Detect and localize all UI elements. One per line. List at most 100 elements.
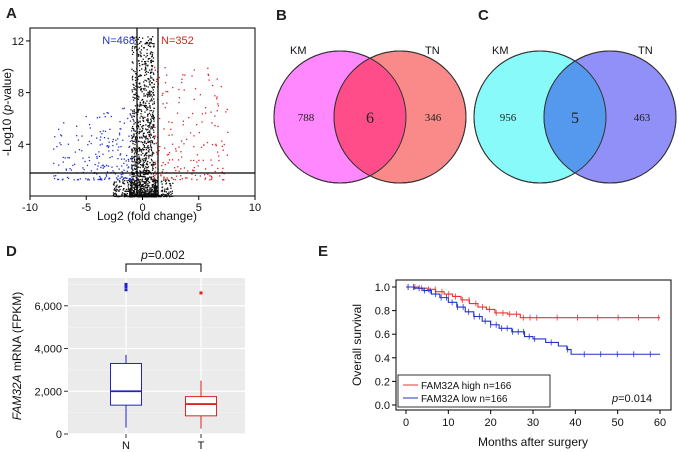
volcano-point-down [104,116,106,118]
volcano-point-ns [140,160,142,162]
volcano-point-ns [151,191,153,193]
volcano-point-ns [135,72,137,75]
volcano-point-up [167,178,169,181]
volcano-point-ns [131,182,134,184]
volcano-point-up [221,140,223,142]
volcano-point-ns [134,147,136,149]
volcano-point-ns [142,117,144,120]
volcano-ylabel: -Log10 (p-value) [0,68,14,156]
volcano-point-down [125,154,128,157]
volcano-point-ns [143,105,146,108]
venn-c-set1: KM [492,45,509,57]
volcano-point-down [112,170,114,172]
volcano-point-ns [137,125,139,127]
volcano-point-ns [151,65,154,67]
volcano-point-ns [150,194,153,196]
volcano-point-ns [128,195,131,198]
volcano-point-ns [138,175,140,178]
volcano-point-ns [139,175,142,177]
volcano-point-down [90,170,93,172]
volcano-point-ns [170,193,172,196]
volcano-point-ns [133,149,136,151]
volcano-point-ns [149,83,151,85]
volcano-point-ns [171,192,173,194]
volcano-point-ns [146,108,149,110]
volcano-point-up [217,167,219,170]
volcano-point-ns [150,64,153,67]
volcano-point-down [104,177,107,179]
volcano-point-up [199,94,202,96]
volcano-point-up [210,178,213,180]
volcano-point-ns [155,182,157,184]
volcano-point-ns [152,72,155,74]
volcano-point-ns [148,102,150,105]
volcano-point-up [196,179,198,181]
volcano-point-down [116,165,118,168]
volcano-point-ns [148,193,150,195]
volcano-point-up [154,126,156,129]
panel-a-label: A [6,5,17,22]
volcano-point-up [223,173,225,175]
volcano-point-up [158,117,161,120]
volcano-point-ns [166,192,169,195]
volcano-point-ns [144,43,146,45]
volcano-point-ns [135,170,137,173]
volcano-point-up [218,155,220,157]
volcano-point-down [130,109,132,111]
volcano-point-ns [126,192,128,195]
volcano-point-ns [144,194,147,196]
volcano-point-down [81,135,83,137]
volcano-point-down [99,131,101,133]
volcano-point-ns [140,141,142,143]
volcano-point-ns [150,158,153,161]
volcano-point-ns [160,193,163,196]
volcano-point-ns [154,185,157,187]
volcano-point-down [105,175,108,177]
volcano-point-ns [150,146,153,149]
volcano-point-ns [152,52,154,54]
volcano-point-ns [131,185,133,187]
volcano-point-down [65,169,67,171]
volcano-point-ns [143,60,146,63]
volcano-point-ns [169,185,172,187]
volcano-point-ns [145,158,147,160]
volcano-point-ns [153,86,155,88]
volcano-point-ns [146,162,148,164]
volcano-point-ns [148,126,150,128]
volcano-point-ns [149,38,151,40]
volcano-point-up [223,179,225,181]
volcano-point-up [174,178,177,181]
volcano-point-ns [151,163,153,166]
volcano-point-ns [137,109,140,112]
volcano-point-ns [143,146,146,148]
volcano-point-ns [134,167,136,170]
volcano-point-ns [139,170,142,173]
volcano-point-ns [140,171,143,173]
volcano-point-ns [151,60,153,62]
volcano-point-ns [133,147,135,149]
volcano-point-ns [151,155,153,157]
volcano-point-ns [144,170,147,172]
km-ytick-label: 0.6 [375,329,390,341]
volcano-point-ns [124,193,127,195]
volcano-point-ns [149,171,151,173]
volcano-point-ns [125,194,128,196]
volcano-point-up [211,143,214,146]
volcano-point-ns [134,93,136,96]
volcano-point-ns [166,188,168,190]
volcano-point-ns [150,149,153,152]
volcano-point-down [117,175,119,177]
volcano-point-ns [130,187,132,190]
box-outlier [124,282,128,286]
volcano-point-up [186,177,188,179]
volcano-point-ns [145,85,147,87]
volcano-point-up [164,106,166,109]
volcano-point-ns [149,80,151,82]
boxplot-xtick-label: N [122,440,130,452]
volcano-point-ns [143,81,145,83]
volcano-point-ns [155,181,157,183]
volcano-point-ns [161,180,163,182]
volcano-point-ns [147,177,149,179]
volcano-point-down [126,170,128,172]
volcano-point-ns [142,132,145,135]
